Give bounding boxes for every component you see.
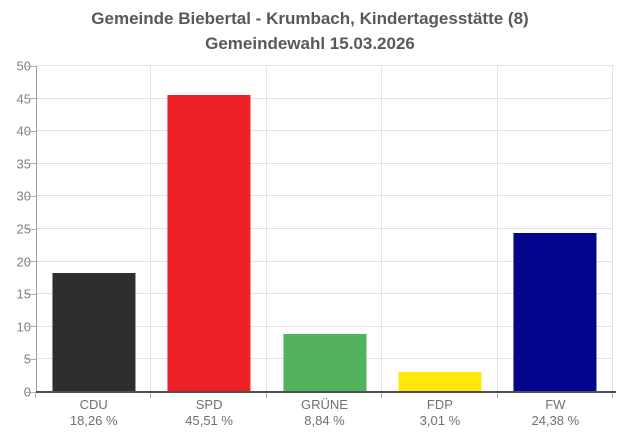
x-tick-5 (612, 393, 613, 398)
y-tick-label-45: 45 (16, 91, 31, 107)
x-tick-3 (381, 393, 383, 398)
party-name-grüne: GRÜNE (301, 397, 348, 412)
y-tick-15 (26, 293, 36, 295)
party-percent-cdu: 18,26 % (69, 413, 118, 428)
party-percent-fdp: 3,01 % (419, 413, 461, 428)
y-axis-line (36, 66, 37, 392)
bar-cell-fdp (382, 66, 497, 392)
party-name-cdu: CDU (79, 397, 108, 412)
gridline-h-25 (36, 228, 613, 229)
bar-fw (513, 233, 597, 392)
y-tick-20 (26, 261, 36, 263)
category-label-grüne: GRÜNE 8,84 % (267, 397, 382, 429)
gridline-h-30 (36, 195, 613, 197)
x-tick-0 (35, 393, 36, 398)
x-tick-1 (150, 393, 152, 398)
y-tick-50 (26, 65, 36, 67)
bar-spd (167, 95, 251, 392)
category-label-fdp: FDP 3,01 % (382, 397, 497, 429)
y-tick-label-15: 15 (16, 286, 31, 302)
bars-row (36, 66, 613, 392)
category-label-fw: FW 24,38 % (498, 397, 613, 429)
gridline-h-15 (36, 293, 613, 295)
y-tick-40 (26, 130, 36, 132)
bar-cell-spd (151, 66, 266, 392)
x-tick-4 (496, 393, 498, 398)
gridline-h-40 (36, 130, 613, 132)
party-percent-spd: 45,51 % (185, 413, 233, 428)
y-tick-label-50: 50 (16, 58, 31, 74)
y-axis-tick-labels: 05101520253035404550 (0, 59, 31, 400)
y-tick-10 (26, 326, 36, 328)
x-tick-2 (265, 393, 267, 398)
gridline-h-10 (36, 325, 613, 327)
party-name-fw: FW (545, 397, 566, 412)
party-name-spd: SPD (195, 397, 223, 412)
party-percent-grüne: 8,84 % (304, 413, 345, 428)
y-tick-30 (26, 195, 36, 197)
gridline-h-45 (36, 97, 613, 99)
y-tick-0 (26, 391, 36, 393)
bar-cdu (52, 272, 136, 392)
x-axis-category-labels: CDU 18,26 % SPD 45,51 % GRÜNE 8,84 % FDP 3,01 %… (36, 397, 613, 429)
y-tick-label-20: 20 (16, 254, 31, 270)
y-tick-label-35: 35 (16, 156, 31, 172)
bar-fdp (398, 372, 482, 392)
gridline-h-50 (36, 65, 613, 66)
bar-grüne (282, 334, 367, 392)
bar-cell-grüne (267, 66, 382, 392)
party-name-fdp: FDP (426, 397, 453, 412)
y-tick-label-40: 40 (16, 123, 31, 139)
gridline-h-35 (36, 162, 613, 164)
party-percent-fw: 24,38 % (531, 413, 580, 428)
x-axis-line (36, 391, 616, 393)
gridline-v-2 (265, 66, 267, 392)
y-tick-35 (26, 163, 36, 165)
chart-title-line2: Gemeindewahl 15.03.2026 (205, 34, 415, 53)
gridline-v-3 (381, 66, 383, 392)
gridline-v-1 (150, 66, 152, 392)
y-tick-5 (26, 358, 36, 360)
plot-area (26, 65, 616, 398)
bar-cell-fw (498, 66, 613, 392)
y-tick-25 (26, 228, 36, 230)
gridline-v-4 (496, 66, 498, 392)
bar-cell-cdu (36, 66, 151, 392)
chart-title: Gemeinde Biebertal - Krumbach, Kindertag… (0, 6, 620, 56)
category-label-spd: SPD 45,51 % (151, 397, 266, 429)
y-tick-label-25: 25 (16, 221, 31, 237)
y-tick-label-30: 30 (16, 188, 31, 204)
gridline-h-20 (36, 260, 613, 262)
category-label-cdu: CDU 18,26 % (36, 397, 151, 429)
chart-title-line1: Gemeinde Biebertal - Krumbach, Kindertag… (91, 9, 529, 28)
gridline-v-5 (612, 66, 613, 392)
y-tick-label-10: 10 (16, 319, 31, 335)
y-tick-45 (26, 98, 36, 100)
